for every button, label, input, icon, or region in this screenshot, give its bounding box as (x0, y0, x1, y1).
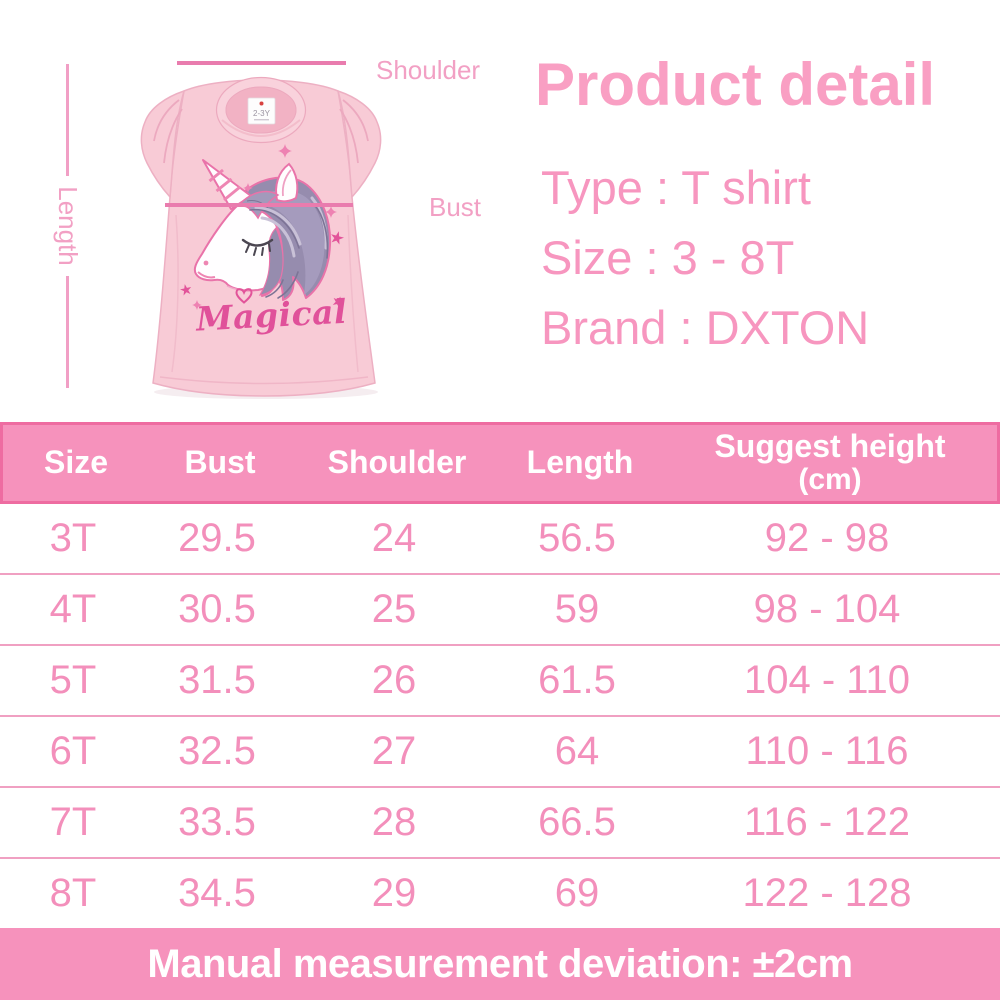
cell-size: 6T (49, 729, 97, 773)
cell-height: 98 - 104 (753, 587, 901, 631)
cell-shoulder: 26 (371, 658, 417, 702)
product-photo-section: 2-3Y (0, 0, 1000, 422)
length-label: Length (53, 186, 83, 266)
cell-length: 64 (554, 729, 600, 773)
neck-size-tag: 2-3Y (247, 97, 276, 125)
shirt-collar: 2-3Y (215, 76, 307, 144)
heart-icon (235, 288, 253, 304)
cell-bust: 33.5 (178, 800, 256, 844)
cell-bust: 30.5 (178, 587, 256, 631)
table-row: 4T 30.5 25 59 98 - 104 (0, 575, 1000, 646)
cell-height: 110 - 116 (745, 729, 909, 773)
cell-bust: 34.5 (178, 871, 256, 915)
cell-height: 122 - 128 (742, 871, 912, 915)
measurement-note: Manual measurement deviation: ±2cm (147, 941, 853, 986)
cell-size: 5T (49, 658, 97, 702)
bust-label: Bust (429, 192, 482, 222)
table-row: 5T 31.5 26 61.5 104 - 110 (0, 646, 1000, 717)
cell-length: 61.5 (538, 658, 616, 702)
shirt-sleeves (140, 89, 382, 199)
cell-size: 7T (49, 800, 97, 844)
length-measure-line-top (66, 64, 69, 176)
cell-shoulder: 29 (371, 871, 417, 915)
cell-bust: 32.5 (178, 729, 256, 773)
bust-measure-line (165, 203, 353, 207)
shoulder-measure-line (177, 61, 346, 65)
neck-tag-text: 2-3Y (253, 109, 271, 118)
sparkle-icons (192, 144, 337, 310)
size-table-body: 3T 29.5 24 56.5 92 - 98 4T 30.5 25 59 98… (0, 504, 1000, 928)
cell-height: 92 - 98 (764, 516, 890, 560)
table-row: 8T 34.5 29 69 122 - 128 (0, 859, 1000, 928)
cell-shoulder: 28 (371, 800, 417, 844)
table-row: 7T 33.5 28 66.5 116 - 122 (0, 788, 1000, 859)
product-size-line: Size : 3 - 8T (541, 231, 795, 284)
cell-height: 116 - 122 (743, 800, 911, 844)
cell-size: 4T (49, 587, 97, 631)
cell-size: 3T (49, 516, 97, 560)
cell-height: 104 - 110 (743, 658, 911, 702)
col-header-label: Suggest height (714, 428, 946, 465)
cell-bust: 31.5 (178, 658, 256, 702)
product-brand-line: Brand : DXTON (541, 301, 870, 354)
unicorn-graphic (193, 159, 332, 301)
product-type-line: Type : T shirt (541, 161, 811, 214)
table-row: 3T 29.5 24 56.5 92 - 98 (0, 504, 1000, 575)
col-header-shoulder: Shoulder (291, 425, 503, 501)
cell-length: 69 (554, 871, 600, 915)
cell-size: 8T (49, 871, 97, 915)
col-header-size: Size (3, 425, 149, 501)
measurement-note-bar: Manual measurement deviation: ±2cm (0, 928, 1000, 1000)
mane-strands (249, 196, 329, 299)
unicorn-eye (241, 238, 274, 256)
unicorn-ear (275, 162, 299, 203)
cell-bust: 29.5 (178, 516, 256, 560)
cell-length: 66.5 (538, 800, 616, 844)
col-header-suggest-height: Suggest height (cm) (657, 425, 1000, 501)
col-header-length: Length (503, 425, 657, 501)
col-header-label: Shoulder (327, 444, 467, 481)
col-header-label: Size (43, 444, 109, 481)
length-measure-line-bottom (66, 276, 69, 388)
unicorn-mouth (197, 271, 216, 279)
table-row: 6T 32.5 27 64 110 - 116 (0, 717, 1000, 788)
cell-length: 59 (554, 587, 600, 631)
shoulder-label: Shoulder (376, 55, 481, 85)
cell-shoulder: 25 (371, 587, 417, 631)
shirt-graphic-text: Magical (195, 291, 348, 339)
col-header-label: Length (526, 444, 634, 481)
cell-shoulder: 27 (371, 729, 417, 773)
star-icons (180, 231, 344, 308)
size-table-header: Size Bust Shoulder Length Suggest height… (0, 422, 1000, 504)
col-header-bust: Bust (149, 425, 291, 501)
page-title: Product detail (535, 51, 936, 118)
tshirt-illustration: 2-3Y (140, 76, 382, 399)
col-header-sublabel: (cm) (798, 463, 862, 497)
cell-length: 56.5 (538, 516, 616, 560)
col-header-label: Bust (184, 444, 256, 481)
cell-shoulder: 24 (371, 516, 417, 560)
unicorn-nostril (203, 260, 209, 266)
